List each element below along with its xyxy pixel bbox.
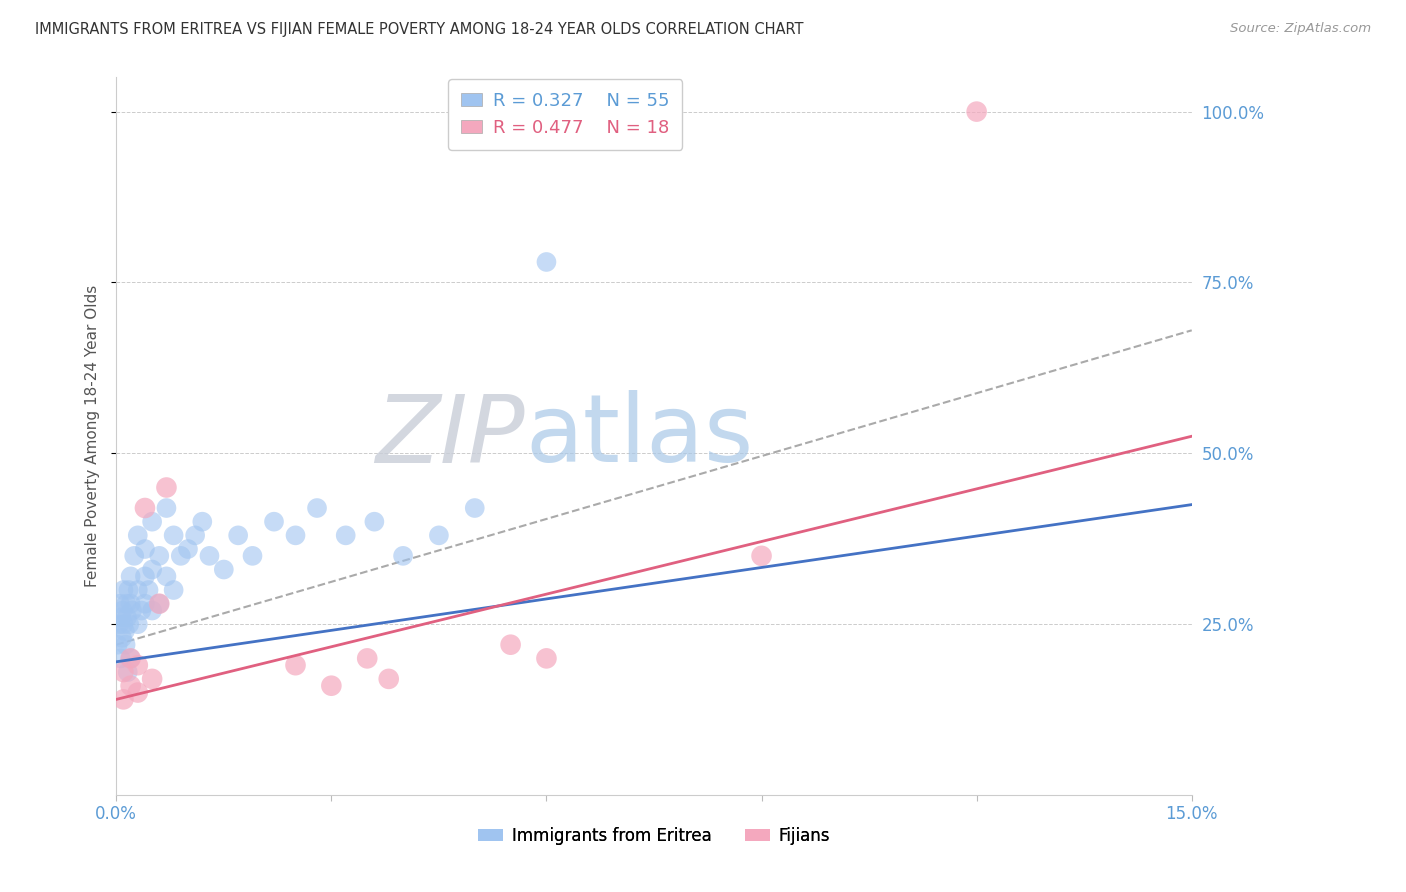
- Point: [335, 528, 357, 542]
- Point: [118, 617, 141, 632]
- Point: [108, 597, 131, 611]
- Point: [184, 528, 207, 542]
- Point: [321, 679, 343, 693]
- Point: [120, 651, 142, 665]
- Point: [127, 617, 149, 632]
- Point: [177, 541, 200, 556]
- Point: [148, 549, 170, 563]
- Point: [120, 597, 142, 611]
- Point: [117, 582, 139, 597]
- Text: IMMIGRANTS FROM ERITREA VS FIJIAN FEMALE POVERTY AMONG 18-24 YEAR OLDS CORRELATI: IMMIGRANTS FROM ERITREA VS FIJIAN FEMALE…: [35, 22, 804, 37]
- Point: [464, 501, 486, 516]
- Point: [263, 515, 285, 529]
- Point: [134, 541, 156, 556]
- Point: [110, 610, 132, 624]
- Point: [155, 481, 177, 495]
- Point: [112, 665, 135, 679]
- Text: Source: ZipAtlas.com: Source: ZipAtlas.com: [1230, 22, 1371, 36]
- Point: [127, 528, 149, 542]
- Y-axis label: Female Poverty Among 18-24 Year Olds: Female Poverty Among 18-24 Year Olds: [86, 285, 100, 587]
- Point: [141, 672, 163, 686]
- Point: [112, 692, 135, 706]
- Point: [284, 528, 307, 542]
- Point: [305, 501, 328, 516]
- Point: [117, 665, 139, 679]
- Point: [155, 569, 177, 583]
- Point: [112, 617, 135, 632]
- Point: [114, 638, 136, 652]
- Point: [966, 104, 988, 119]
- Point: [148, 597, 170, 611]
- Point: [226, 528, 249, 542]
- Point: [111, 631, 134, 645]
- Point: [162, 582, 184, 597]
- Point: [363, 515, 385, 529]
- Point: [141, 603, 163, 617]
- Point: [120, 679, 142, 693]
- Point: [499, 638, 522, 652]
- Point: [284, 658, 307, 673]
- Point: [115, 597, 138, 611]
- Point: [392, 549, 415, 563]
- Point: [114, 624, 136, 638]
- Point: [134, 569, 156, 583]
- Point: [127, 582, 149, 597]
- Point: [107, 638, 129, 652]
- Point: [191, 515, 214, 529]
- Point: [120, 569, 142, 583]
- Point: [141, 562, 163, 576]
- Point: [212, 562, 235, 576]
- Point: [120, 651, 142, 665]
- Legend: Immigrants from Eritrea, Fijians: Immigrants from Eritrea, Fijians: [472, 820, 837, 851]
- Point: [198, 549, 221, 563]
- Point: [242, 549, 264, 563]
- Point: [122, 549, 145, 563]
- Point: [110, 651, 132, 665]
- Point: [138, 582, 160, 597]
- Point: [536, 255, 558, 269]
- Point: [134, 501, 156, 516]
- Point: [111, 603, 134, 617]
- Point: [751, 549, 773, 563]
- Point: [427, 528, 450, 542]
- Point: [170, 549, 193, 563]
- Point: [134, 597, 156, 611]
- Point: [131, 603, 153, 617]
- Point: [127, 685, 149, 699]
- Point: [108, 617, 131, 632]
- Text: ZIP: ZIP: [375, 391, 524, 482]
- Point: [536, 651, 558, 665]
- Point: [112, 582, 135, 597]
- Point: [162, 528, 184, 542]
- Point: [155, 501, 177, 516]
- Point: [141, 515, 163, 529]
- Point: [148, 597, 170, 611]
- Point: [127, 658, 149, 673]
- Point: [356, 651, 378, 665]
- Point: [121, 603, 143, 617]
- Point: [115, 610, 138, 624]
- Text: atlas: atlas: [524, 391, 754, 483]
- Point: [377, 672, 399, 686]
